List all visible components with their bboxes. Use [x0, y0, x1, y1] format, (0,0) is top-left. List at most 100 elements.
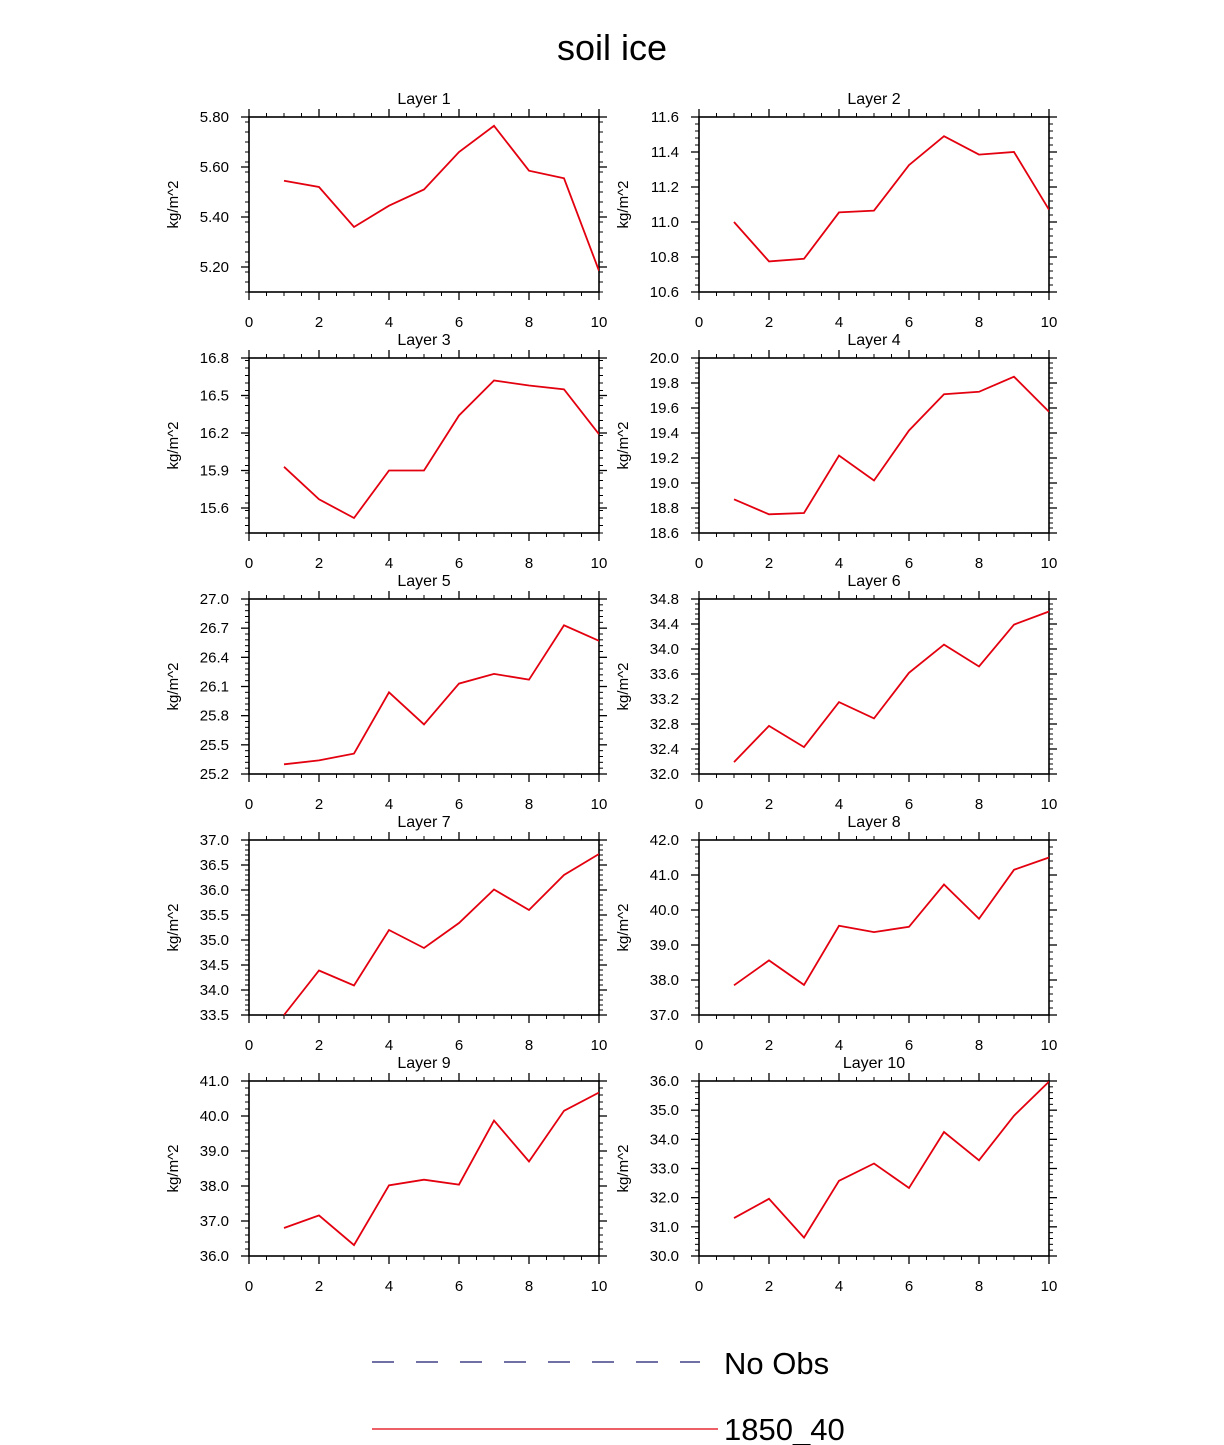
x-tick-label: 0: [245, 1278, 253, 1295]
x-tick-label: 4: [385, 1278, 393, 1295]
x-tick-label: 4: [835, 796, 843, 813]
series-line-1850-40: [283, 124, 599, 272]
x-tick-label: 4: [835, 555, 843, 572]
y-tick-label: 39.0: [200, 1143, 229, 1160]
x-tick-label: 2: [315, 314, 323, 331]
x-tick-label: 6: [905, 1037, 913, 1054]
y-tick-label: 11.0: [651, 214, 679, 231]
y-tick-label: 33.2: [650, 691, 679, 708]
y-tick-label: 36.5: [200, 857, 229, 874]
x-tick-label: 8: [975, 314, 983, 331]
plot-frame: [698, 116, 1050, 293]
x-tick-label: 6: [905, 314, 913, 331]
x-tick-label: 2: [765, 1037, 773, 1054]
y-tick-label: 34.5: [200, 957, 229, 974]
panel-layer-9: Layer 9 kg/m^2 36.0 37.0 38.0 39.0 40.0 41.0 0 2 4…: [165, 1055, 607, 1295]
y-tick-label: 15.9: [200, 463, 229, 480]
y-tick-label: 33.6: [650, 666, 679, 683]
y-tick-label: 26.4: [200, 649, 229, 666]
x-tick-label: 2: [765, 1278, 773, 1295]
y-axis-label: kg/m^2: [615, 181, 632, 229]
panel-title: Layer 4: [847, 332, 900, 349]
legend: No Obs 1850_40: [372, 1346, 845, 1445]
x-tick-label: 4: [835, 314, 843, 331]
plot-frame: [698, 839, 1050, 1016]
y-tick-label: 26.1: [200, 679, 229, 696]
plot-frame: [248, 357, 600, 534]
y-tick-label: 11.4: [651, 144, 679, 161]
panel-title: Layer 5: [397, 573, 450, 590]
y-tick-label: 34.0: [650, 1131, 679, 1148]
x-tick-label: 10: [591, 1278, 608, 1295]
y-tick-label: 42.0: [650, 832, 679, 849]
x-tick-label: 4: [385, 314, 393, 331]
y-tick-label: 32.0: [650, 1190, 679, 1207]
y-tick-label: 19.6: [650, 400, 679, 417]
x-tick-label: 2: [315, 1037, 323, 1054]
x-tick-label: 0: [245, 1037, 253, 1054]
y-tick-label: 35.5: [200, 907, 229, 924]
y-tick-label: 20.0: [650, 350, 679, 367]
y-tick-label: 37.0: [200, 832, 229, 849]
x-tick-label: 0: [245, 314, 253, 331]
x-tick-label: 4: [835, 1278, 843, 1295]
y-tick-label: 19.8: [650, 375, 679, 392]
y-tick-label: 25.5: [200, 737, 229, 754]
x-tick-label: 6: [905, 796, 913, 813]
legend-label-1850-40: 1850_40: [724, 1412, 845, 1445]
y-tick-label: 31.0: [650, 1219, 679, 1236]
y-tick-label: 33.0: [650, 1161, 679, 1178]
y-tick-label: 35.0: [650, 1102, 679, 1119]
x-tick-label: 8: [975, 555, 983, 572]
y-tick-label: 34.0: [200, 982, 229, 999]
series-line-1850-40: [733, 610, 1049, 763]
x-tick-label: 6: [455, 1037, 463, 1054]
x-tick-label: 2: [765, 555, 773, 572]
plot-frame: [248, 1080, 600, 1257]
x-tick-label: 2: [315, 1278, 323, 1295]
x-tick-label: 6: [905, 555, 913, 572]
y-tick-label: 5.60: [200, 159, 229, 176]
x-tick-label: 10: [1041, 1037, 1058, 1054]
y-axis-label: kg/m^2: [165, 422, 182, 470]
x-tick-label: 6: [455, 555, 463, 572]
legend-label-no-obs: No Obs: [724, 1346, 829, 1381]
panel-title: Layer 3: [397, 332, 450, 349]
plot-frame: [248, 116, 600, 293]
x-tick-label: 10: [1041, 1278, 1058, 1295]
panel-title: Layer 9: [397, 1055, 450, 1072]
x-tick-label: 8: [525, 1037, 533, 1054]
y-tick-label: 34.0: [650, 641, 679, 658]
x-tick-label: 8: [975, 796, 983, 813]
y-axis-label: kg/m^2: [165, 181, 182, 229]
y-tick-label: 10.6: [650, 284, 679, 301]
y-tick-label: 30.0: [650, 1248, 679, 1265]
x-tick-label: 8: [525, 314, 533, 331]
y-tick-label: 32.8: [650, 716, 679, 733]
y-tick-label: 19.0: [650, 475, 679, 492]
y-tick-label: 35.0: [200, 932, 229, 949]
plot-frame: [248, 839, 600, 1016]
y-tick-label: 37.0: [200, 1213, 229, 1230]
y-tick-label: 36.0: [200, 882, 229, 899]
y-tick-label: 10.8: [650, 249, 679, 266]
y-tick-label: 36.0: [200, 1248, 229, 1265]
y-tick-label: 16.8: [200, 350, 229, 367]
y-tick-label: 5.20: [200, 259, 229, 276]
x-tick-label: 0: [695, 314, 703, 331]
y-axis-label: kg/m^2: [165, 1145, 182, 1193]
y-tick-label: 19.2: [650, 450, 679, 467]
x-tick-label: 0: [695, 555, 703, 572]
panel-layer-1: Layer 1 kg/m^2 5.20 5.40 5.60 5.80 0 2 4 6 8 10: [165, 91, 607, 331]
y-tick-label: 11.2: [651, 179, 679, 196]
panel-layer-2: Layer 2 kg/m^2 10.6 10.8 11.0 11.2 11.4 11.6 0 2 4…: [615, 91, 1057, 331]
x-tick-label: 4: [385, 796, 393, 813]
x-tick-label: 6: [455, 1278, 463, 1295]
panel-grid: Layer 1kg/m^25.205.405.605.800 2 4 6 8 10Laye…: [165, 91, 1057, 1295]
panel-layer-5: Layer 5 kg/m^2 25.2 25.5 25.8 26.1 26.4 26.7 27.…: [165, 573, 607, 813]
x-tick-label: 2: [765, 796, 773, 813]
y-tick-label: 16.2: [200, 425, 229, 442]
x-tick-label: 10: [591, 555, 608, 572]
x-tick-label: 0: [695, 1037, 703, 1054]
